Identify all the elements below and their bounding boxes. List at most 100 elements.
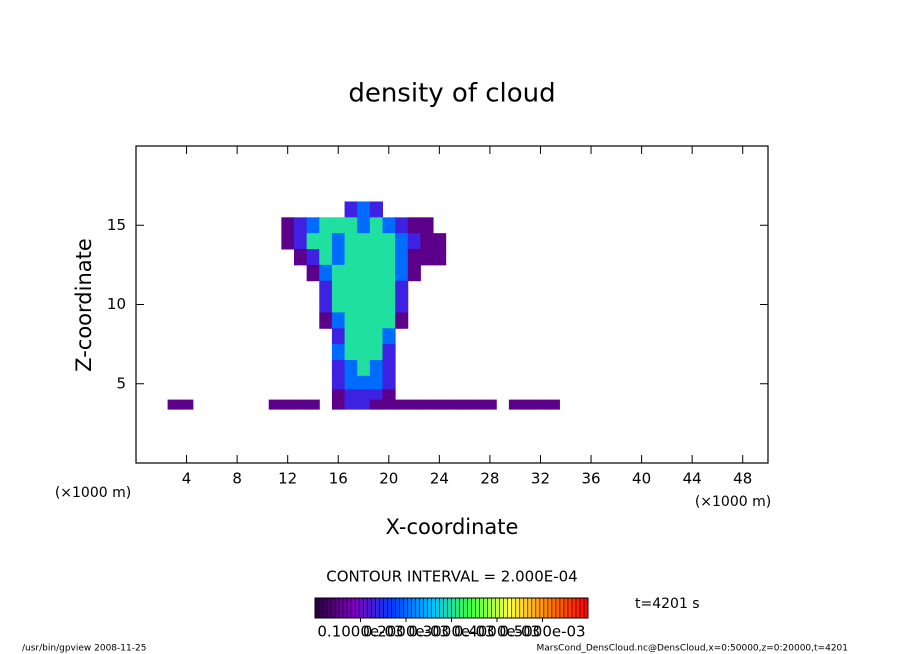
cell	[344, 296, 358, 313]
cell	[369, 264, 383, 282]
cell	[369, 389, 383, 401]
colorbar-swatch	[443, 598, 448, 618]
colorbar-swatch	[563, 598, 569, 618]
contour-interval: CONTOUR INTERVAL = 2.000E-04	[326, 568, 577, 586]
colorbar-swatch	[411, 598, 416, 618]
cell	[331, 359, 346, 377]
colorbar-swatch	[579, 598, 585, 618]
x-tick-label: 24	[430, 470, 449, 488]
cell	[382, 249, 396, 266]
colorbar-swatch	[527, 598, 533, 618]
cell	[331, 344, 346, 361]
x-tick-label: 20	[379, 470, 398, 488]
x-axis-label: X-coordinate	[386, 515, 519, 539]
cell	[369, 359, 383, 377]
cell	[344, 359, 358, 377]
cell	[357, 280, 371, 298]
cell	[331, 233, 346, 250]
x-unit: (×1000 m)	[695, 494, 771, 510]
colorbar-swatch	[475, 598, 481, 618]
cell	[319, 249, 333, 266]
cell	[382, 375, 396, 390]
cell	[306, 233, 320, 250]
colorbar-swatch	[355, 598, 360, 618]
cell	[319, 233, 333, 250]
cell	[369, 344, 383, 361]
cell	[546, 399, 560, 410]
colorbar-swatch	[515, 598, 521, 618]
cell	[319, 312, 333, 329]
colorbar-swatch	[583, 598, 589, 618]
cell	[369, 328, 383, 345]
cell	[319, 264, 333, 282]
colorbar-swatch	[483, 598, 489, 618]
colorbar-swatch	[487, 598, 493, 618]
cell	[281, 217, 295, 234]
y-unit: (×1000 m)	[55, 485, 131, 501]
cell	[433, 399, 447, 410]
colorbar-swatch	[567, 598, 573, 618]
cell	[369, 296, 383, 313]
cell	[344, 280, 358, 298]
cell	[357, 201, 371, 218]
colorbar-swatch	[491, 598, 497, 618]
colorbar-swatch	[367, 598, 372, 618]
cell	[331, 264, 346, 282]
cell	[344, 344, 358, 361]
cell	[420, 217, 434, 234]
x-tick-label: 28	[480, 470, 499, 488]
colorbar-swatch	[479, 598, 485, 618]
colorbar-swatch	[363, 598, 368, 618]
colorbar-swatch	[415, 598, 420, 618]
cell	[306, 264, 320, 282]
cell	[382, 399, 396, 410]
cell	[344, 328, 358, 345]
colorbar-swatch	[507, 598, 513, 618]
colorbar-swatch	[575, 598, 581, 618]
colorbar-swatch	[379, 598, 384, 618]
cell	[407, 249, 421, 266]
cell	[344, 312, 358, 329]
cell	[382, 312, 396, 329]
colorbar-swatch	[555, 598, 561, 618]
cell	[331, 312, 346, 329]
cell	[167, 399, 181, 410]
cell	[180, 399, 194, 410]
colorbar-swatch	[323, 598, 328, 618]
footer-right: MarsCond_DensCloud.nc@DensCloud,x=0:5000…	[537, 644, 849, 654]
time-label: t=4201 s	[635, 596, 700, 612]
cell	[433, 233, 447, 250]
cell	[470, 399, 485, 410]
footer-left: /usr/bin/gpview 2008-11-25	[22, 644, 146, 654]
colorbar-swatch	[347, 598, 352, 618]
colorbar-swatch	[435, 598, 440, 618]
cell	[344, 201, 358, 218]
colorbar-swatch	[463, 598, 468, 618]
cell	[357, 249, 371, 266]
cell	[369, 399, 383, 410]
cell	[369, 280, 383, 298]
x-tick-label: 44	[683, 470, 702, 488]
cell	[331, 399, 346, 410]
cell	[483, 399, 497, 410]
colorbar-swatch	[359, 598, 364, 618]
cell	[382, 359, 396, 377]
cell	[382, 389, 396, 401]
colorbar-swatch	[451, 598, 456, 618]
x-tick-label: 48	[733, 470, 752, 488]
colorbar-swatch	[499, 598, 505, 618]
cell	[369, 249, 383, 266]
colorbar-swatch	[531, 598, 537, 618]
colorbar-tick-label: 0.5000e-03	[499, 623, 585, 641]
cell	[294, 399, 308, 410]
colorbar-swatch	[519, 598, 525, 618]
cell	[319, 296, 333, 313]
x-tick-label: 12	[278, 470, 297, 488]
cell	[281, 233, 295, 250]
colorbar-swatch	[447, 598, 452, 618]
cell	[281, 399, 295, 410]
cell	[382, 344, 396, 361]
colorbar-swatch	[319, 598, 324, 618]
colorbar-swatch	[371, 598, 376, 618]
